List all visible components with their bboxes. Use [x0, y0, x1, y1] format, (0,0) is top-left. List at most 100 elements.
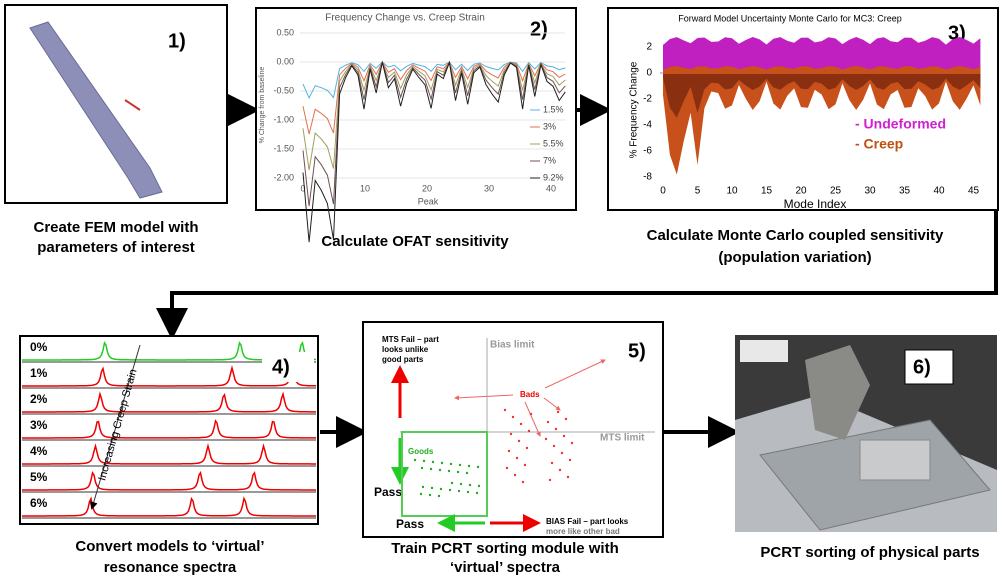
bad-dot	[525, 446, 529, 450]
caption: Calculate Monte Carlo coupled sensitivit…	[647, 227, 944, 244]
panel-6: 6)	[735, 335, 997, 532]
caption: (population variation)	[718, 249, 871, 266]
good-dot	[465, 471, 469, 475]
strain-label: 3%	[30, 418, 48, 432]
good-dot	[450, 481, 454, 485]
panel-number: 2)	[530, 18, 548, 40]
good-dot	[447, 469, 451, 473]
good-dot	[439, 487, 443, 491]
mts-fail: MTS Fail – part	[382, 335, 439, 344]
strain-label: 1%	[30, 366, 48, 380]
bad-dot	[568, 458, 572, 462]
x-tick-label: 10	[726, 186, 738, 197]
y-tick-label: -2	[643, 94, 652, 105]
caption: Create FEM model with	[33, 219, 198, 236]
bias-limit: Bias limit	[490, 340, 535, 351]
good-dot	[422, 459, 426, 463]
good-dot	[458, 463, 462, 467]
good-dot	[431, 460, 435, 464]
x-tick-label: 0	[660, 186, 666, 197]
x-tick-label: 35	[899, 186, 911, 197]
legend-label: 5.5%	[543, 138, 564, 148]
bad-dot	[560, 451, 564, 455]
bad-dot	[517, 439, 521, 443]
good-dot	[419, 492, 423, 496]
legend-label: 1.5%	[543, 104, 564, 114]
y-tick-label: 0	[646, 68, 652, 79]
good-dot	[456, 470, 460, 474]
uncertainty-band	[663, 66, 981, 175]
good-dot	[475, 491, 479, 495]
bad-dot	[556, 410, 560, 414]
legend-label: 7%	[543, 155, 556, 165]
panel-3: Forward Model Uncertainty Monte Carlo fo…	[607, 7, 999, 211]
axis-label: % Frequency Change	[629, 61, 640, 158]
y-tick-label: -4	[643, 120, 652, 131]
panel-number: 6)	[913, 356, 931, 378]
bads-label: Bads	[520, 390, 540, 399]
good-dot	[468, 483, 472, 487]
good-dot	[421, 485, 425, 489]
x-tick-label: 30	[864, 186, 876, 197]
panel-number: 5)	[628, 340, 646, 362]
bad-dot	[515, 456, 519, 460]
series-line	[302, 60, 566, 243]
mts-limit: MTS limit	[600, 433, 645, 444]
panel-1: 1)	[4, 4, 228, 204]
caption: Calculate OFAT sensitivity	[321, 233, 509, 250]
bad-dot	[566, 475, 570, 479]
bad-dot	[548, 478, 552, 482]
good-dot	[448, 488, 452, 492]
x-tick-label: 25	[830, 186, 842, 197]
x-tick-label: 40	[933, 186, 945, 197]
good-dot	[438, 468, 442, 472]
legend-label: 9.2%	[543, 172, 564, 182]
axis-label: Mode Index	[784, 197, 847, 211]
axis-label: Peak	[418, 196, 439, 206]
strain-label: 0%	[30, 340, 48, 354]
good-dot	[476, 465, 480, 469]
bad-dot	[546, 420, 550, 424]
bad-dot	[529, 412, 533, 416]
bad-dot	[552, 444, 556, 448]
bad-dot	[511, 415, 515, 419]
bias-fail: BIAS Fail – part looks	[546, 517, 629, 526]
bad-dot	[550, 461, 554, 465]
y-tick-label: -6	[643, 146, 652, 157]
spectrum	[22, 419, 316, 439]
good-dot	[420, 466, 424, 470]
panel-4: 0%1%2%3%4%5%6%4)Increasing Creep Strain	[19, 335, 319, 525]
y-tick-label: 0.50	[276, 27, 294, 37]
strain-arrow	[89, 344, 141, 510]
x-tick-label: 5	[695, 186, 701, 197]
bad-dot	[521, 480, 525, 484]
good-dot	[466, 490, 470, 494]
strain-label: 4%	[30, 444, 48, 458]
connector-arrow	[156, 210, 998, 340]
axis-label: % Change from baseline	[259, 67, 266, 144]
bias-fail: more like other bad	[546, 527, 620, 536]
y-tick-label: -1.50	[273, 143, 294, 153]
pass-label: Pass	[374, 485, 402, 499]
pass-label: Pass	[396, 517, 424, 531]
bad-dot	[509, 432, 513, 436]
panel-2: Frequency Change vs. Creep Strain 2) % C…	[255, 7, 577, 243]
panel-number: 4)	[272, 356, 290, 378]
chart-title: Frequency Change vs. Creep Strain	[325, 13, 485, 24]
caption: Train PCRT sorting module with	[391, 540, 619, 557]
spectrum	[22, 443, 316, 465]
legend-label: - Creep	[855, 136, 903, 152]
strain-label: 5%	[30, 470, 48, 484]
mts-fail: looks unlike	[382, 345, 429, 354]
mts-fail: good parts	[382, 355, 424, 364]
y-tick-label: -0.50	[273, 85, 294, 95]
good-dot	[428, 493, 432, 497]
x-tick-label: 45	[968, 186, 980, 197]
strain-label: 6%	[30, 496, 48, 510]
uncertainty-band	[663, 74, 981, 118]
spectrum	[22, 365, 316, 387]
bad-dot	[505, 466, 509, 470]
bad-dot	[554, 427, 558, 431]
bad-dot	[562, 434, 566, 438]
